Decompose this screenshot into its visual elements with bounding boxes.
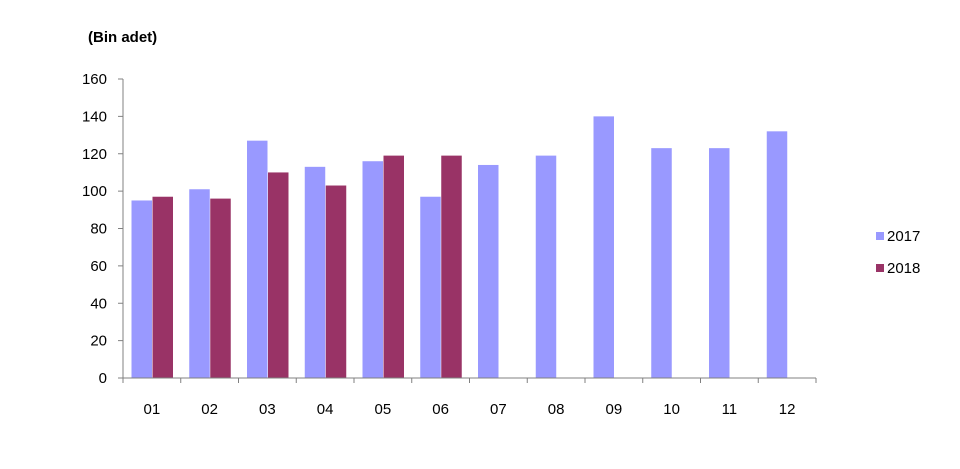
- x-tick-label: 09: [606, 401, 623, 418]
- legend: 2017 2018: [876, 228, 920, 277]
- y-tick-label: 120: [82, 146, 107, 163]
- y-axis-unit-label: (Bin adet): [88, 29, 157, 46]
- bar-2017-11: [709, 148, 730, 378]
- bar-2017-09: [593, 116, 614, 378]
- x-tick-label: 04: [317, 401, 334, 418]
- y-tick-label: 0: [99, 370, 107, 387]
- x-tick-label: 05: [375, 401, 392, 418]
- x-tick-label: 12: [779, 401, 796, 418]
- bar-2018-01: [152, 196, 173, 378]
- x-tick-label: 08: [548, 401, 565, 418]
- legend-swatch-2017: [876, 232, 884, 240]
- y-axis-ticks: 0 20 40 60 80 100 120 140 160: [82, 71, 123, 387]
- bar-2018-05: [383, 155, 404, 378]
- y-tick-label: 80: [90, 221, 107, 238]
- x-tick-label: 03: [259, 401, 276, 418]
- bar-2017-02: [189, 189, 210, 378]
- x-tick-label: 07: [490, 401, 507, 418]
- y-tick-label: 160: [82, 71, 107, 88]
- legend-swatch-2018: [876, 264, 884, 272]
- y-tick-label: 100: [82, 183, 107, 200]
- bar-2017-01: [131, 200, 152, 378]
- bar-2017-08: [535, 155, 557, 378]
- x-tick-label: 10: [663, 401, 680, 418]
- x-tick-label: 11: [722, 401, 738, 418]
- bar-2018-06: [441, 155, 462, 378]
- bar-2017-06: [420, 196, 441, 378]
- x-tick-label: 06: [432, 401, 449, 418]
- bar-2017-05: [362, 161, 383, 378]
- legend-label-2018: 2018: [887, 260, 920, 277]
- x-tick-label: 01: [144, 401, 161, 418]
- bar-2017-10: [651, 148, 672, 378]
- y-tick-label: 40: [90, 295, 107, 312]
- y-tick-label: 60: [90, 258, 107, 275]
- bar-2017-03: [247, 140, 268, 378]
- bar-2018-02: [210, 198, 231, 378]
- bar-2017-07: [478, 164, 499, 378]
- bar-2017-12: [766, 131, 788, 378]
- x-tick-label: 02: [201, 401, 218, 418]
- bars: [131, 116, 788, 378]
- x-axis-labels: 01 02 03 04 05 06 07 08 09 10 11 12: [122, 378, 817, 418]
- y-tick-label: 20: [90, 333, 107, 350]
- bar-2018-03: [268, 172, 289, 378]
- bar-2017-04: [304, 166, 326, 378]
- y-tick-label: 140: [82, 108, 107, 125]
- bar-2018-04: [325, 185, 347, 378]
- legend-label-2017: 2017: [887, 228, 920, 245]
